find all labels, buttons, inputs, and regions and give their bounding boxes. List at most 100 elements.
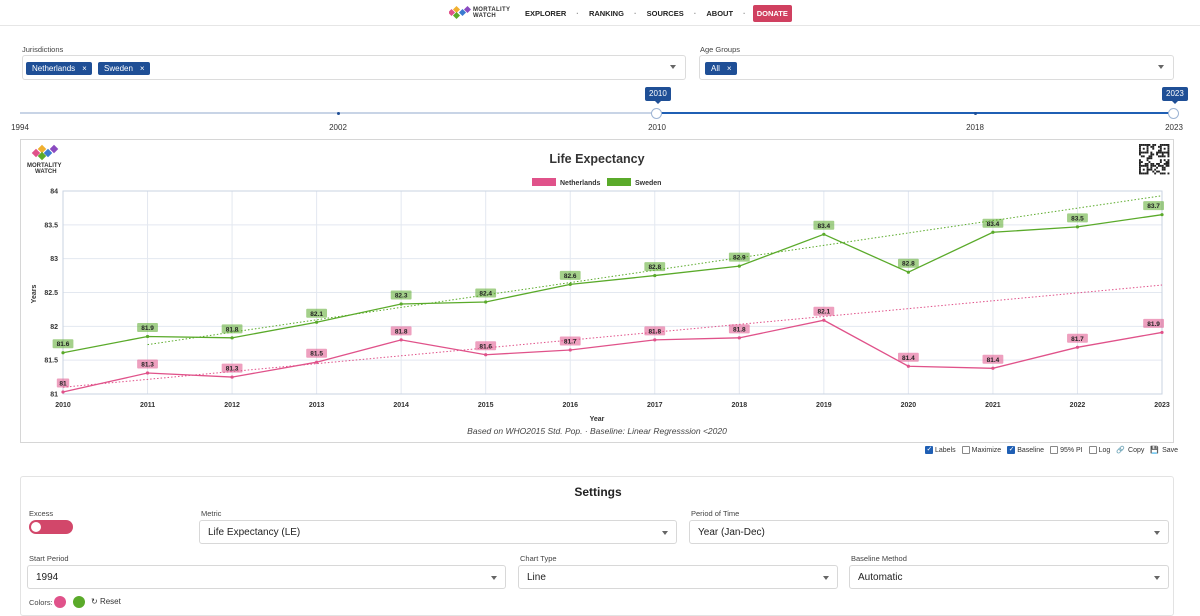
maximize-checkbox[interactable] <box>961 446 970 454</box>
reset-button[interactable]: ↻ Reset <box>91 597 121 606</box>
qr-cell <box>1159 147 1162 150</box>
qr-cell <box>1140 155 1143 158</box>
colors-label: Colors: <box>29 598 53 607</box>
excess-toggle[interactable] <box>29 520 73 534</box>
save-button[interactable]: 💾 Save <box>1150 446 1178 455</box>
logo[interactable]: MORTALITY WATCH <box>449 5 510 20</box>
labels-text: Labels <box>935 446 956 454</box>
period-label: Period of Time <box>691 509 740 518</box>
data-label-netherlands: 81 <box>59 380 67 387</box>
range-end-handle[interactable] <box>1168 107 1179 119</box>
nav-about[interactable]: ABOUT <box>706 8 734 18</box>
log-checkbox[interactable] <box>1088 446 1097 454</box>
data-label-netherlands: 81.4 <box>902 355 915 362</box>
pi-checkbox[interactable] <box>1050 446 1059 454</box>
range-end-tooltip: 2023 <box>1162 87 1188 104</box>
qr-cell <box>1139 159 1141 162</box>
logo-icon <box>449 5 471 20</box>
chip-sweden[interactable]: Sweden × <box>98 62 150 75</box>
metric-select[interactable]: Life Expectancy (LE) <box>199 520 677 544</box>
log-text: Log <box>1098 446 1111 454</box>
age-groups-select[interactable]: All × <box>699 55 1174 80</box>
settings-panel: Settings Excess Metric Life Expectancy (… <box>20 476 1174 616</box>
copy-button[interactable]: 🔗 Copy <box>1116 446 1144 455</box>
year-range-track[interactable] <box>20 112 1174 114</box>
period-select[interactable]: Year (Jan-Dec) <box>689 520 1169 544</box>
color-swatch-netherlands[interactable] <box>54 596 66 608</box>
color-swatch-sweden[interactable] <box>73 596 85 608</box>
qr-cell <box>1165 144 1168 146</box>
slider-tick-label: 2002 <box>329 123 347 132</box>
baseline-toggle[interactable]: Baseline <box>1007 445 1044 454</box>
data-label-box-sweden <box>221 324 243 334</box>
data-point-sweden <box>230 336 234 340</box>
data-point-netherlands <box>61 390 65 394</box>
chart-type-select[interactable]: Line <box>518 565 838 589</box>
maximize-toggle[interactable]: Maximize <box>961 446 1001 454</box>
jurisdictions-select[interactable]: Netherlands × Sweden × <box>22 55 686 80</box>
qr-cell <box>1161 172 1164 175</box>
remove-chip-icon[interactable]: × <box>82 64 87 73</box>
data-label-box-sweden <box>813 220 835 230</box>
pi-toggle[interactable]: 95% PI <box>1050 446 1083 454</box>
qr-cell <box>1139 172 1141 175</box>
chevron-down-icon[interactable] <box>670 65 676 69</box>
data-label-box-sweden <box>52 339 74 349</box>
data-label-box-netherlands <box>982 354 1004 364</box>
legend-swatch-netherlands <box>532 178 556 186</box>
qr-cell <box>1165 163 1168 165</box>
svg-text:MORTALITY: MORTALITY <box>27 163 62 169</box>
x-tick-label: 2014 <box>393 402 409 409</box>
range-start-handle[interactable] <box>651 107 662 119</box>
save-icon: 💾 <box>1150 447 1160 454</box>
qr-cell <box>1150 157 1153 160</box>
data-label-sweden: 83.5 <box>1071 215 1084 222</box>
data-label-box-sweden <box>1143 201 1164 211</box>
data-label-box-sweden <box>982 218 1004 228</box>
labels-checkbox[interactable] <box>925 445 933 454</box>
data-point-netherlands <box>568 348 572 352</box>
x-tick-label: 2020 <box>901 402 917 409</box>
remove-chip-icon[interactable]: × <box>726 64 732 73</box>
link-icon: 🔗 <box>1116 447 1126 454</box>
nav-ranking[interactable]: RANKING <box>588 8 624 18</box>
chip-all[interactable]: All × <box>705 62 737 75</box>
qr-cell <box>1146 147 1149 150</box>
qr-cell <box>1158 163 1160 165</box>
labels-toggle[interactable]: Labels <box>925 445 956 454</box>
chip-netherlands[interactable]: Netherlands × <box>26 62 92 75</box>
qr-cell <box>1142 144 1145 146</box>
qr-cell <box>1161 153 1164 156</box>
chip-label: Netherlands <box>32 64 76 73</box>
nav-explorer[interactable]: EXPLORER <box>525 8 567 18</box>
data-label-box-sweden <box>306 308 328 318</box>
log-toggle[interactable]: Log <box>1088 446 1111 454</box>
qr-cell <box>1154 144 1157 146</box>
data-label-netherlands: 81.6 <box>479 343 492 350</box>
start-period-label: Start Period <box>29 554 69 563</box>
qr-cell <box>1150 164 1153 167</box>
qr-cell <box>1165 164 1168 167</box>
chevron-down-icon[interactable] <box>1158 65 1164 69</box>
baseline-checkbox[interactable] <box>1007 445 1016 454</box>
data-label-box-netherlands <box>897 352 919 362</box>
remove-chip-icon[interactable]: × <box>139 64 145 73</box>
qr-cell <box>1146 157 1149 160</box>
qr-cell <box>1158 149 1160 152</box>
qr-cell <box>1152 163 1155 165</box>
qr-cell <box>1167 155 1170 158</box>
baseline-method-select[interactable]: Automatic <box>849 565 1169 589</box>
donate-button[interactable]: DONATE <box>752 4 792 22</box>
nav-sources[interactable]: SOURCES <box>646 8 684 18</box>
qr-cell <box>1163 144 1166 146</box>
legend-label-sweden: Sweden <box>635 180 661 187</box>
start-period-select[interactable]: 1994 <box>27 565 506 589</box>
start-period-value: 1994 <box>36 572 59 583</box>
qr-cell <box>1150 163 1153 165</box>
data-point-netherlands <box>484 353 488 357</box>
slider-tick-label: 2010 <box>648 123 666 132</box>
qr-cell <box>1156 153 1158 156</box>
qr-cell <box>1139 149 1141 152</box>
svg-text:WATCH: WATCH <box>35 169 57 175</box>
data-label-box-netherlands <box>813 306 835 316</box>
